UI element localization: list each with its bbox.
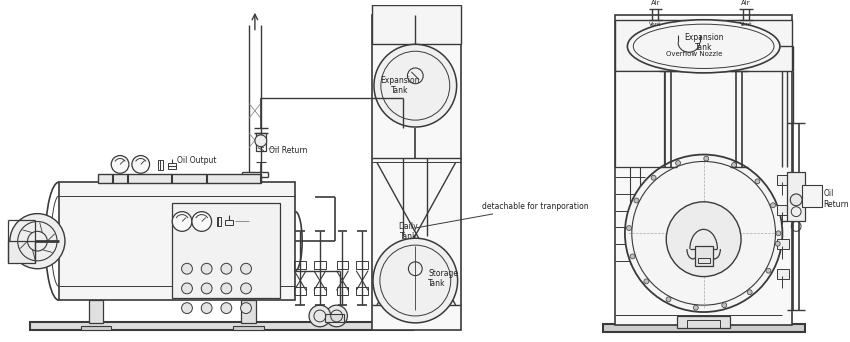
Text: detachable for tranporation: detachable for tranporation	[416, 202, 589, 228]
Circle shape	[173, 212, 192, 231]
Bar	[325, 314, 344, 322]
Circle shape	[676, 160, 681, 166]
Bar	[158, 160, 163, 170]
Bar	[173, 203, 280, 298]
Text: Overflow Nozzle: Overflow Nozzle	[666, 51, 722, 57]
Text: Oil
Return: Oil Return	[824, 189, 849, 209]
Circle shape	[111, 156, 129, 173]
Bar	[372, 15, 461, 330]
Text: Air: Air	[650, 0, 660, 6]
Circle shape	[241, 263, 252, 274]
Ellipse shape	[627, 20, 780, 73]
Bar	[615, 20, 792, 71]
Bar	[694, 246, 712, 266]
Bar	[337, 287, 348, 295]
Circle shape	[182, 263, 192, 274]
Circle shape	[732, 162, 737, 168]
Circle shape	[373, 238, 457, 323]
Bar	[615, 71, 665, 167]
Bar	[778, 205, 790, 214]
Circle shape	[694, 305, 699, 310]
Bar	[88, 300, 104, 323]
Bar	[356, 261, 368, 269]
Bar	[8, 241, 36, 263]
Circle shape	[666, 297, 671, 302]
Circle shape	[182, 303, 192, 314]
Bar	[314, 261, 326, 269]
Bar	[604, 324, 805, 332]
Circle shape	[10, 214, 65, 269]
Text: Oil Return: Oil Return	[235, 213, 274, 222]
Bar	[294, 261, 306, 269]
Circle shape	[790, 194, 802, 206]
Text: Expansion
Tank: Expansion Tank	[380, 76, 419, 95]
Bar	[99, 174, 261, 183]
Bar	[615, 15, 792, 325]
Circle shape	[221, 263, 232, 274]
Bar	[294, 287, 306, 295]
Circle shape	[651, 175, 656, 180]
Text: Storage
Tank: Storage Tank	[428, 269, 458, 288]
Circle shape	[182, 283, 192, 294]
Circle shape	[201, 303, 212, 314]
Circle shape	[775, 241, 780, 246]
Circle shape	[747, 290, 752, 295]
Bar	[59, 182, 295, 300]
Text: Expansion
Tank: Expansion Tank	[684, 33, 723, 52]
Circle shape	[241, 303, 252, 314]
Circle shape	[704, 156, 709, 161]
Circle shape	[241, 283, 252, 294]
Bar	[241, 300, 256, 323]
Bar	[677, 316, 730, 328]
Bar	[802, 185, 822, 207]
Circle shape	[722, 303, 727, 308]
Circle shape	[644, 279, 649, 284]
Bar	[337, 261, 348, 269]
Circle shape	[132, 156, 150, 173]
Text: Vent: Vent	[740, 22, 752, 27]
Circle shape	[201, 283, 212, 294]
Bar	[687, 320, 721, 328]
Circle shape	[626, 226, 632, 231]
Bar	[314, 287, 326, 295]
Bar	[356, 287, 368, 295]
Circle shape	[634, 198, 639, 203]
Circle shape	[326, 305, 348, 327]
Circle shape	[221, 303, 232, 314]
Bar	[787, 172, 805, 222]
Bar	[233, 326, 264, 330]
Bar	[778, 175, 790, 185]
Circle shape	[255, 135, 267, 147]
Bar	[778, 239, 790, 249]
Circle shape	[776, 231, 781, 236]
Bar	[168, 163, 176, 169]
Circle shape	[374, 44, 456, 127]
Circle shape	[309, 305, 331, 327]
Bar	[698, 258, 710, 263]
Text: Oil Return: Oil Return	[269, 146, 307, 155]
Circle shape	[766, 268, 771, 273]
Text: Oil Output: Oil Output	[177, 156, 217, 165]
Circle shape	[755, 179, 760, 184]
Circle shape	[192, 212, 212, 231]
Text: Air: Air	[741, 0, 751, 6]
Bar	[225, 220, 233, 225]
Bar	[778, 269, 790, 279]
Bar	[30, 322, 413, 330]
Bar	[81, 326, 111, 330]
Circle shape	[771, 203, 775, 208]
Text: Daily
Tank: Daily Tank	[399, 222, 418, 241]
Bar	[217, 216, 222, 226]
Circle shape	[201, 263, 212, 274]
Circle shape	[221, 283, 232, 294]
Bar	[372, 5, 461, 44]
Circle shape	[630, 254, 635, 259]
Text: Vent: Vent	[649, 22, 661, 27]
Bar	[256, 133, 266, 150]
Circle shape	[666, 202, 741, 277]
Circle shape	[625, 155, 782, 312]
